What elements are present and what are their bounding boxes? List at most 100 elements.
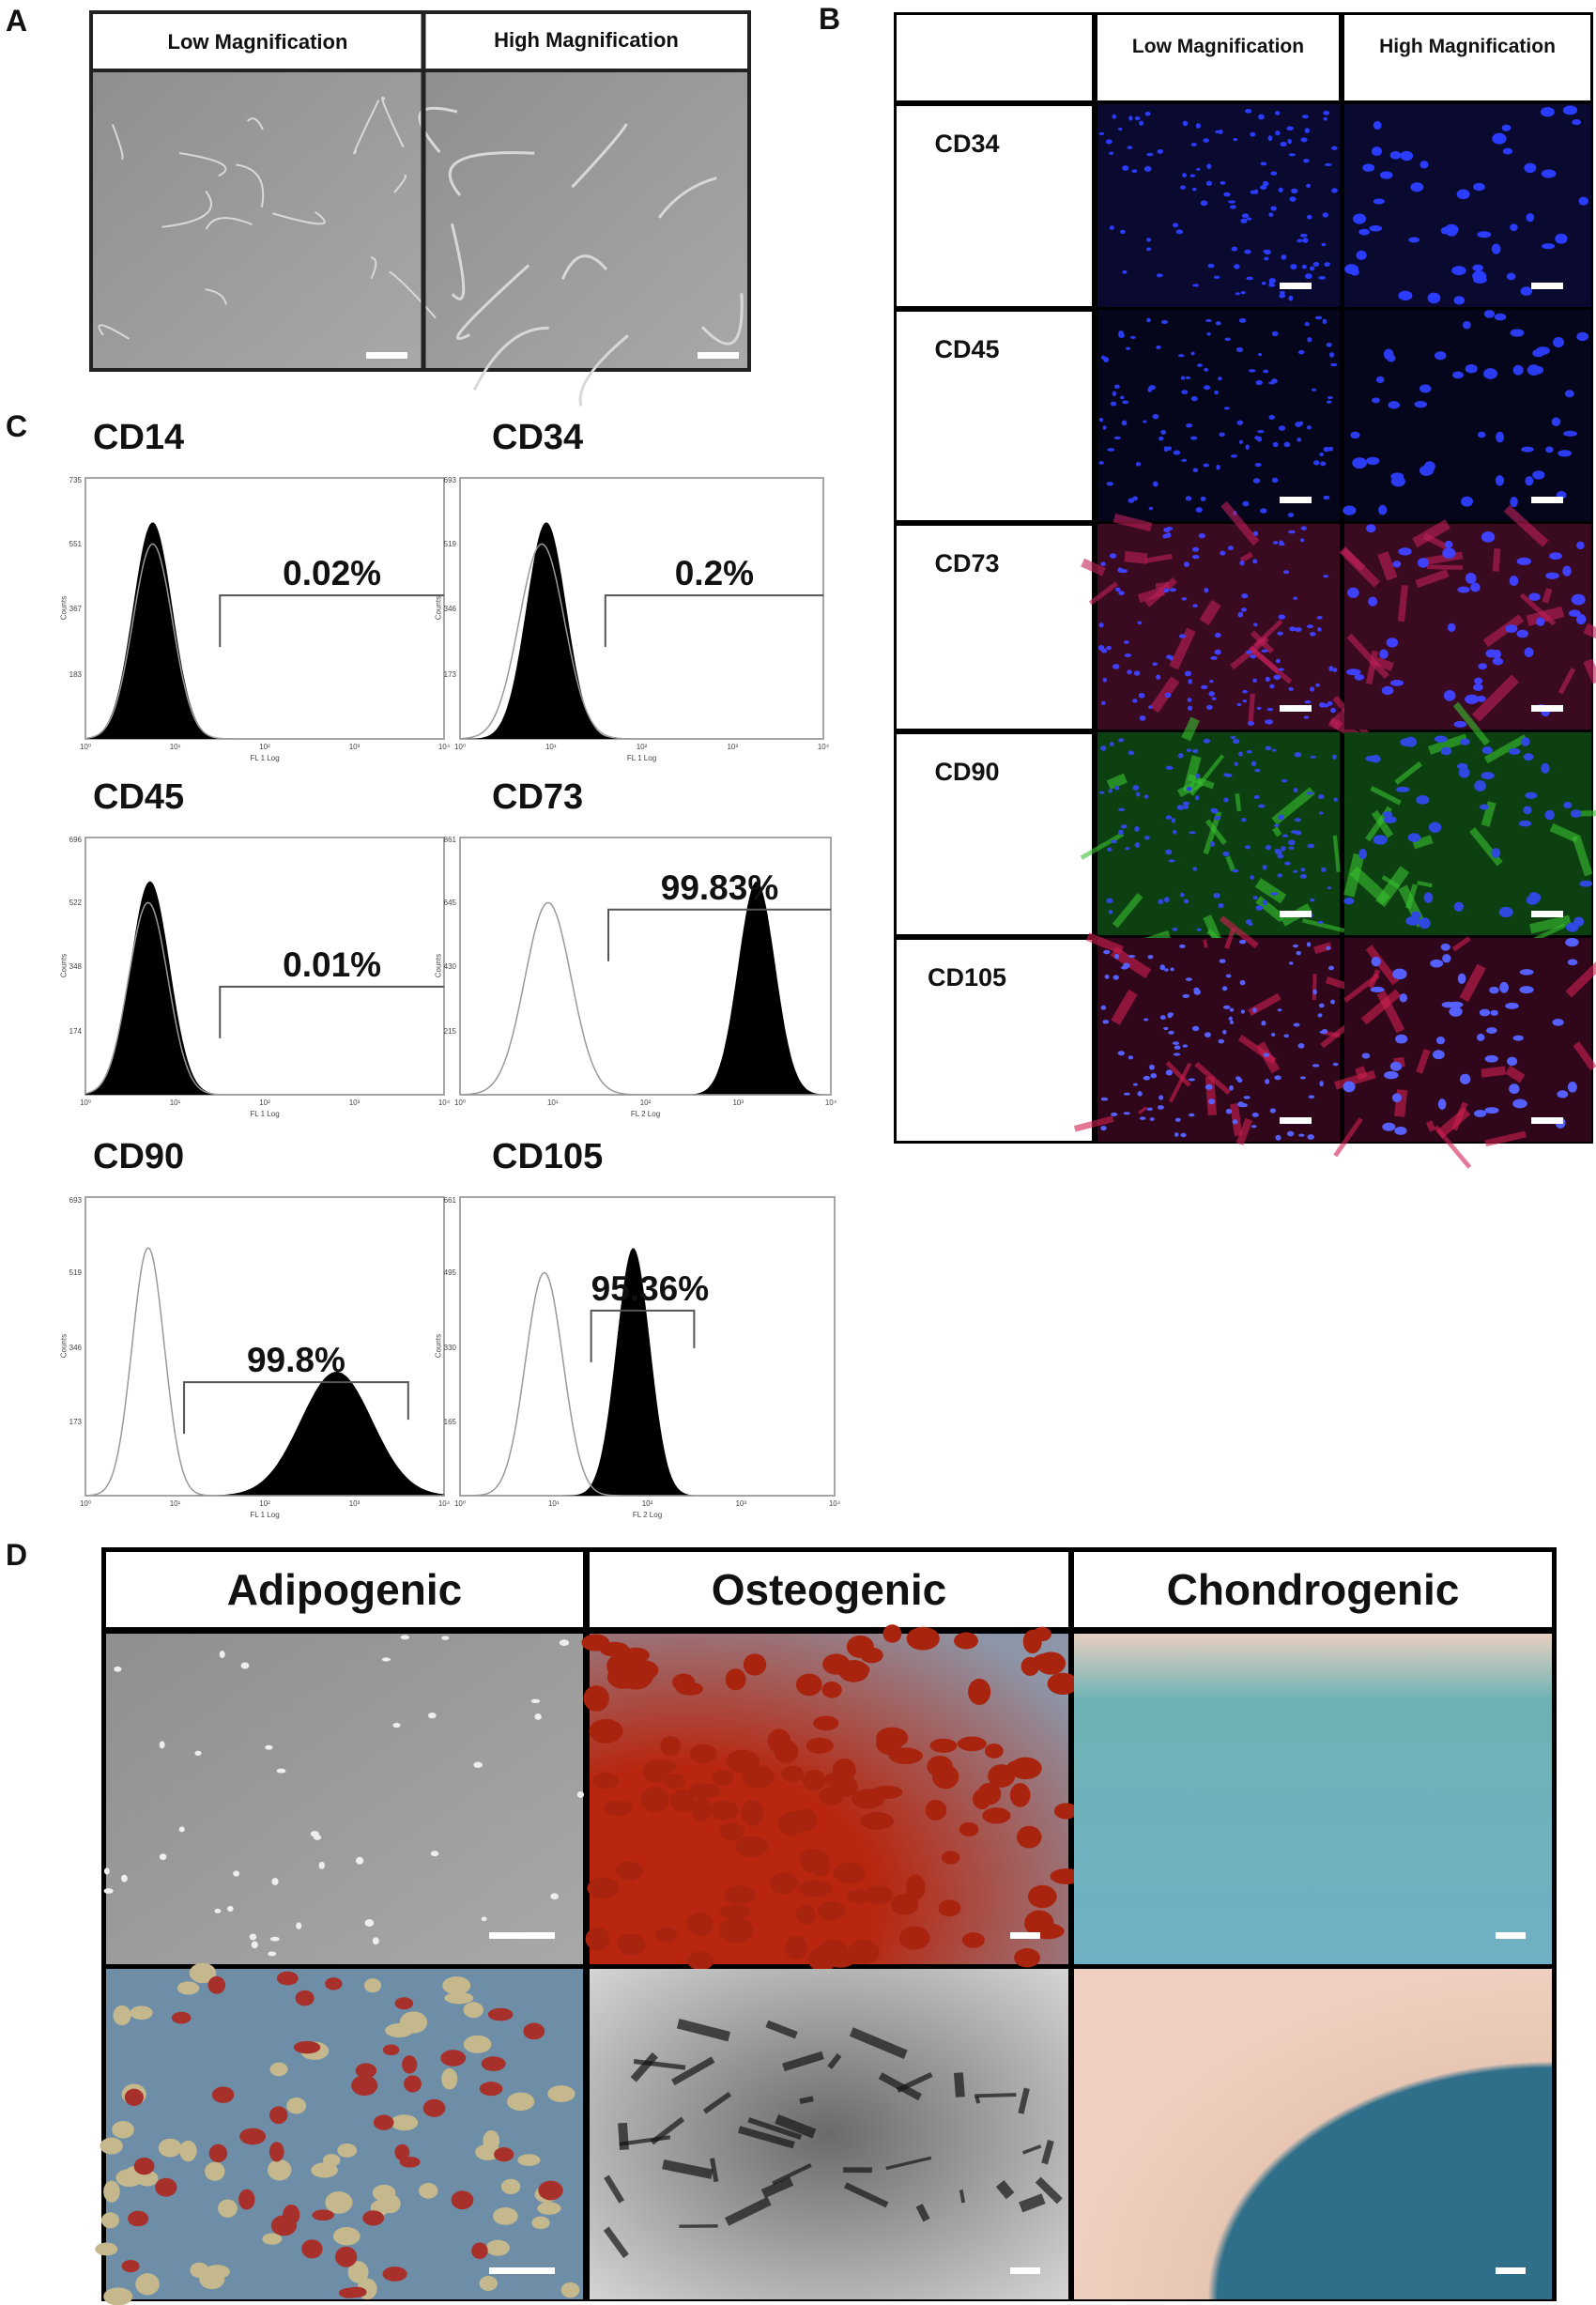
cell xyxy=(1242,689,1248,694)
cell xyxy=(1427,292,1441,304)
cell xyxy=(1192,867,1198,871)
cell xyxy=(100,2212,120,2229)
cell xyxy=(1147,954,1154,960)
cell xyxy=(1127,146,1133,150)
cell xyxy=(1564,390,1574,398)
cell xyxy=(1327,886,1332,890)
cell xyxy=(1113,954,1120,960)
cell xyxy=(1195,507,1203,513)
cell xyxy=(1235,292,1241,296)
cell xyxy=(1270,206,1277,211)
cell xyxy=(1227,546,1234,551)
cell xyxy=(1277,1008,1282,1012)
cell xyxy=(1308,1095,1315,1099)
cell-outline xyxy=(205,288,227,305)
cell xyxy=(1318,275,1327,280)
cell xyxy=(207,1975,226,1994)
cell xyxy=(1223,192,1231,197)
cell xyxy=(1576,331,1589,342)
cell xyxy=(1245,444,1250,451)
cell xyxy=(1523,806,1532,815)
y-tick-label: 645 xyxy=(443,898,456,907)
cell xyxy=(1163,446,1169,453)
cell xyxy=(1240,218,1248,223)
y-tick-label: 693 xyxy=(69,1195,82,1205)
cell xyxy=(1053,1803,1079,1820)
cell xyxy=(1148,506,1154,511)
cell xyxy=(1254,462,1262,468)
cell xyxy=(385,2023,413,2038)
cell xyxy=(1512,364,1524,376)
micrograph xyxy=(425,71,747,368)
cell xyxy=(846,1889,870,1904)
cell xyxy=(1186,423,1193,428)
cell xyxy=(723,1885,756,1905)
scale-bar xyxy=(366,352,407,359)
cell-outline xyxy=(246,117,264,131)
cell xyxy=(941,1851,960,1865)
cell xyxy=(1368,596,1378,607)
cell xyxy=(1499,981,1509,993)
cell xyxy=(1229,1084,1234,1091)
cell xyxy=(1109,151,1114,155)
cell xyxy=(1098,622,1104,628)
cell xyxy=(1184,670,1192,677)
gate-percentage: 0.01% xyxy=(283,945,382,984)
fiber xyxy=(1155,581,1170,590)
cell xyxy=(1206,163,1212,169)
cell xyxy=(1201,684,1208,689)
cell xyxy=(1407,833,1421,842)
cell xyxy=(400,1635,410,1640)
cell xyxy=(194,1750,202,1756)
cell xyxy=(1229,1020,1235,1024)
cell xyxy=(585,1927,610,1951)
cell xyxy=(1279,290,1285,295)
cell xyxy=(929,1738,958,1753)
cell xyxy=(121,2259,140,2273)
cell xyxy=(1100,1097,1109,1101)
cell xyxy=(824,1772,848,1788)
fiber xyxy=(1451,1101,1468,1131)
cell xyxy=(159,1741,165,1749)
cell xyxy=(1158,899,1164,905)
cell xyxy=(1203,463,1209,468)
cell xyxy=(1313,460,1320,466)
panel-label: D xyxy=(6,1538,28,1572)
mineral-deposit xyxy=(702,2091,732,2114)
cell xyxy=(599,1641,630,1657)
x-tick-label: 10³ xyxy=(735,1499,747,1508)
cell xyxy=(1419,384,1432,393)
cell xyxy=(1122,165,1129,171)
cell xyxy=(1343,505,1357,515)
cell xyxy=(113,2005,131,2026)
fiber xyxy=(1572,835,1593,877)
fiber xyxy=(1471,674,1520,722)
cell xyxy=(1343,1081,1356,1093)
y-tick-label: 661 xyxy=(443,1195,456,1205)
cell xyxy=(818,1901,846,1921)
cell xyxy=(1303,715,1310,719)
cell xyxy=(1275,111,1281,115)
cell xyxy=(1203,138,1209,143)
header-cell xyxy=(590,1552,1068,1627)
cell xyxy=(1474,677,1483,684)
cell xyxy=(1157,148,1163,154)
cell xyxy=(1354,673,1365,681)
cell xyxy=(1139,120,1144,126)
cell xyxy=(372,2184,396,2202)
cell xyxy=(1263,249,1269,254)
gate-percentage: 0.2% xyxy=(674,554,755,593)
cell xyxy=(1120,824,1128,829)
cell xyxy=(860,1812,895,1830)
cell xyxy=(1105,139,1113,145)
cell xyxy=(1102,425,1107,430)
fiber xyxy=(1312,973,1317,1001)
cell xyxy=(1551,417,1561,427)
cell xyxy=(1326,400,1332,404)
cell xyxy=(1263,1053,1270,1057)
x-tick-label: 10⁰ xyxy=(453,743,467,751)
cell xyxy=(1192,187,1197,192)
x-tick-label: 10³ xyxy=(732,1099,744,1107)
sample-histogram xyxy=(85,881,444,1095)
fiber xyxy=(1529,914,1572,934)
